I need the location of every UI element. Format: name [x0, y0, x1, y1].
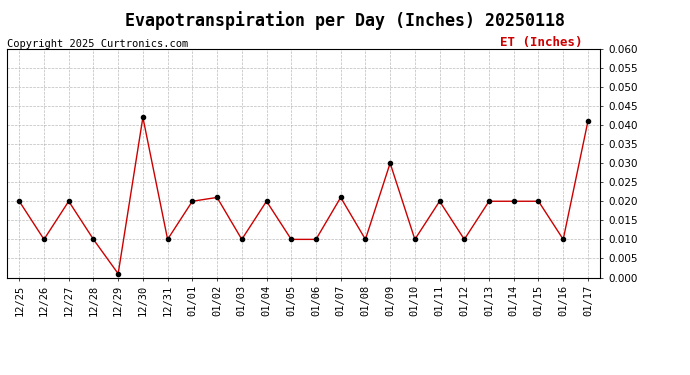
- Text: ET (Inches): ET (Inches): [500, 36, 582, 49]
- Text: Copyright 2025 Curtronics.com: Copyright 2025 Curtronics.com: [7, 39, 188, 49]
- Text: Evapotranspiration per Day (Inches) 20250118: Evapotranspiration per Day (Inches) 2025…: [125, 11, 565, 30]
